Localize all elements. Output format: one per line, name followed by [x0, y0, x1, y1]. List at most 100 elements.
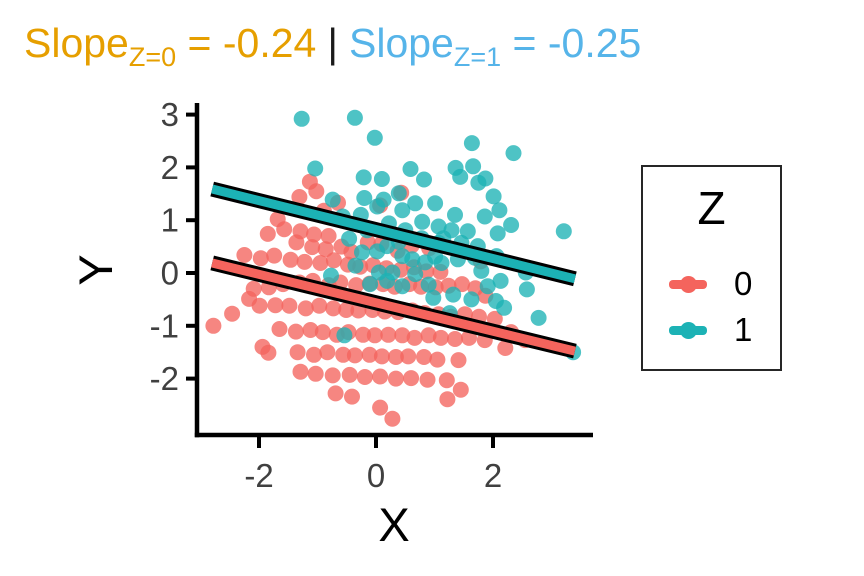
scatter-point-z0 [320, 228, 337, 244]
legend-key-z0 [669, 267, 707, 301]
scatter-point-z1 [366, 129, 383, 146]
scatter-point-z1 [447, 206, 463, 223]
scatter-point-z1 [407, 195, 424, 212]
fit-line-z1 [211, 184, 576, 284]
scatter-point-z0 [319, 344, 336, 361]
scatter-point-z0 [429, 351, 446, 368]
legend-label-z0: 0 [734, 265, 753, 302]
scatter-point-z1 [463, 135, 480, 152]
scatter-point-z1 [489, 225, 506, 242]
scatter-point-z1 [341, 230, 358, 247]
scatter-point-z1 [394, 278, 411, 295]
title-slope-z1-value: = -0.25 [501, 20, 642, 66]
y-tick-label--1: -1 [150, 307, 179, 344]
scatter-point-z0 [291, 189, 308, 205]
scatter-point-z1 [323, 267, 339, 284]
title-slope-z0-subscript: Z=0 [128, 42, 177, 72]
scatter-point-z0 [276, 221, 293, 238]
y-tick-label-1: 1 [161, 202, 179, 239]
scatter-point-z0 [307, 365, 324, 382]
legend-point-swatch-z0 [680, 276, 697, 293]
scatter-point-z1 [476, 208, 493, 225]
scatter-point-z0 [361, 346, 378, 363]
scatter-point-z0 [356, 369, 373, 385]
scatter-point-z0 [267, 297, 284, 314]
scatter-point-z0 [454, 276, 470, 293]
scatter-point-z1 [427, 195, 444, 212]
scatter-point-z0 [338, 302, 355, 318]
scatter-point-z0 [312, 255, 329, 271]
scatter-point-z0 [348, 277, 365, 294]
scatter-point-z0 [260, 344, 277, 361]
x-axis-title: X [378, 498, 409, 551]
scatter-point-z0 [304, 239, 321, 256]
scatter-point-z0 [384, 410, 401, 427]
scatter-point-z0 [346, 347, 363, 364]
scatter-point-z1 [416, 171, 432, 188]
scatter-point-z0 [266, 247, 283, 264]
scatter-point-z1 [485, 188, 502, 205]
scatter-point-z1 [479, 278, 496, 295]
scatter-point-z0 [373, 348, 390, 365]
scatter-point-z0 [355, 326, 372, 343]
scatter-point-z0 [288, 234, 305, 251]
scatter-point-z0 [317, 241, 334, 258]
scatter-point-z0 [335, 346, 352, 363]
axes-layer: 3 2 1 0 -1 -2 -2 0 2 [150, 96, 593, 494]
scatter-point-z0 [403, 370, 420, 387]
scatter-point-z1 [505, 145, 522, 162]
y-tick-label-0: 0 [161, 255, 179, 292]
scatter-point-z1 [354, 244, 370, 261]
scatter-point-z0 [366, 327, 383, 344]
scatter-point-z1 [390, 185, 407, 202]
scatter-point-z1 [336, 327, 353, 344]
scatter-point-z1 [355, 169, 372, 186]
scatter-point-z1 [293, 110, 310, 127]
scatter-point-z1 [555, 223, 572, 240]
scatter-point-z0 [205, 317, 222, 334]
legend-key-z1 [669, 313, 707, 347]
scatter-point-z1 [420, 276, 437, 293]
scatter-point-z0 [314, 324, 331, 341]
scatter-point-z0 [259, 225, 276, 242]
legend-label-z1: 1 [734, 311, 753, 348]
scatter-point-z1 [324, 191, 341, 208]
legend-point-swatch-z1 [680, 322, 697, 339]
title-slope-z1-word: Slope [349, 20, 454, 66]
scatter-point-z0 [289, 344, 306, 361]
scatter-point-z0 [287, 323, 304, 340]
scatter-point-z0 [450, 352, 467, 369]
scatter-point-z0 [306, 346, 322, 363]
scatter-point-z1 [394, 202, 411, 219]
scatter-point-z0 [281, 297, 298, 314]
x-tick-label-0: 0 [367, 457, 385, 494]
scatter-point-z1 [503, 217, 520, 233]
scatter-point-z0 [252, 250, 269, 267]
scatter-point-z0 [372, 368, 389, 385]
scatter-point-z0 [497, 340, 514, 356]
scatter-point-z0 [324, 367, 341, 384]
scatter-point-z1 [373, 171, 390, 187]
scatter-point-z0 [325, 300, 342, 317]
fit-lines-layer [210, 181, 577, 359]
scatter-point-z0 [245, 280, 262, 297]
scatter-point-z0 [400, 348, 417, 365]
scatter-point-z1 [414, 213, 431, 230]
scatter-point-z1 [402, 161, 419, 177]
scatter-point-z1 [307, 160, 324, 177]
scatter-point-z0 [327, 385, 344, 402]
y-tick-label--2: -2 [150, 360, 179, 397]
x-tick-label-2: 2 [484, 457, 502, 494]
scatter-point-z0 [406, 329, 423, 346]
scatter-point-z1 [375, 191, 392, 208]
scatter-point-z1 [433, 255, 450, 271]
scatter-point-z0 [387, 370, 404, 387]
scatter-point-z1 [452, 168, 469, 185]
legend-item-z0: 0 [643, 265, 753, 302]
y-axis-title: Y [69, 254, 122, 285]
title-slope-z0: SlopeZ=0 = -0.24 [24, 20, 316, 72]
scatter-point-z0 [452, 381, 469, 398]
scatter-point-z0 [282, 251, 299, 268]
scatter-point-z1 [379, 272, 396, 289]
